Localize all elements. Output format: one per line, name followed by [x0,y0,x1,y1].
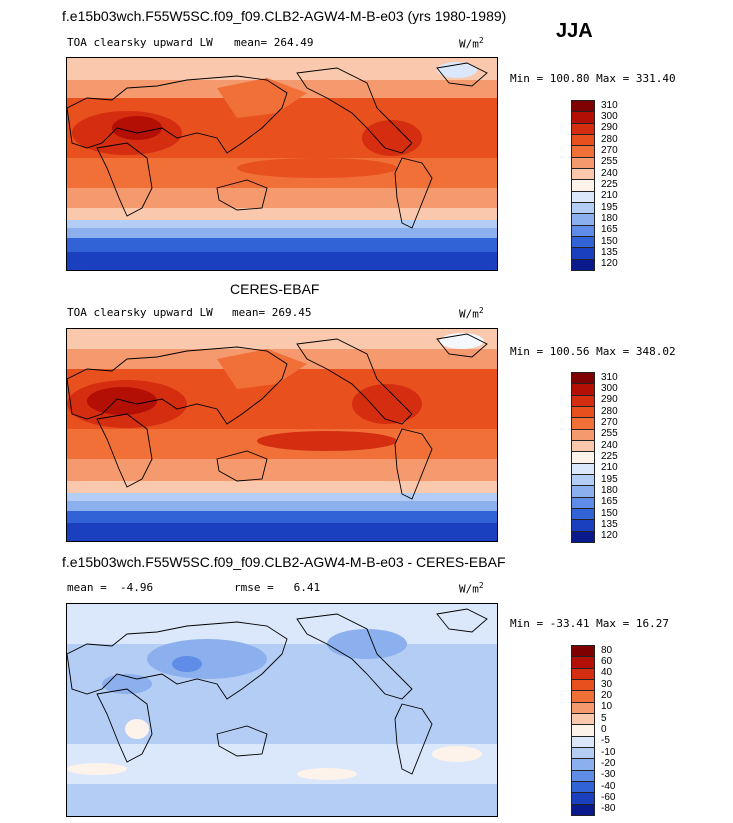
panel2-map [66,328,498,542]
panel3-minmax: Min = -33.41 Max = 16.27 [510,617,669,630]
panel1-map [66,57,498,271]
colorbar-label: 270 [601,417,618,428]
panel1-title: f.e15b03wch.F55W5SC.f09_f09.CLB2-AGW4-M-… [62,8,507,24]
colorbar-label: 165 [601,496,618,508]
colorbar-label: 210 [601,190,618,202]
colorbar-label: 135 [601,247,618,258]
colorbar-label: 30 [601,678,613,690]
panel2-mean-label: mean= [232,306,266,319]
colorbar-label: 255 [601,156,618,168]
panel2-mean-value: 269.45 [271,306,312,319]
panel3-units-sup: 2 [478,581,484,590]
colorbar-label: -60 [601,792,616,803]
colorbar-label: 310 [601,99,618,111]
colorbar-label: 135 [601,519,618,530]
colorbar-label: 0 [601,724,607,735]
panel2-units-sup: 2 [478,306,484,315]
colorbar-swatch [571,530,595,543]
colorbar-label: 310 [601,371,618,383]
panel2-map-svg [67,329,497,541]
panel1-minmax: Min = 100.80 Max = 331.40 [510,72,676,85]
colorbar-label: 120 [601,258,618,270]
panel1-colorbar: 310 300 290 280 270 255 240 225 210 195 180 165 150 1… [571,99,641,271]
panel1-mean: mean= 264.49 [234,36,314,49]
colorbar-label: 20 [601,690,613,701]
panel1-variable: TOA clearsky upward LW [67,36,213,49]
colorbar-label: 10 [601,701,613,713]
panel3-colorbar: 80 60 40 30 20 10 5 0 -5 -10 -20 -30 -40 -60 -80 [571,644,641,816]
colorbar-label: 195 [601,473,618,485]
colorbar-label: 40 [601,667,613,679]
panel1-mean-value: 264.49 [273,36,314,49]
colorbar-label: 60 [601,656,613,667]
panel3-rmse: rmse = 6.41 [234,581,320,594]
colorbar-label: 240 [601,439,618,451]
colorbar-label: 180 [601,213,618,224]
panel3-map [66,603,498,817]
panel3-map-svg [67,604,497,816]
colorbar-label: 150 [601,507,618,519]
colorbar-swatch [571,258,595,271]
panel2-variable: TOA clearsky upward LW [67,306,213,319]
colorbar-label: 290 [601,394,618,406]
colorbar-label: -20 [601,758,616,769]
panel2-title: CERES-EBAF [230,281,320,297]
colorbar-label: 290 [601,122,618,134]
panel3-mean-label: mean = [67,581,107,594]
colorbar-label: 150 [601,235,618,247]
colorbar-label: 240 [601,167,618,179]
colorbar-label: 280 [601,133,618,145]
panel3-units: W/m2 [459,581,484,596]
colorbar-label: 270 [601,145,618,156]
panel2-mean: mean= 269.45 [232,306,312,319]
colorbar-label: 165 [601,224,618,236]
panel1-units-sup: 2 [478,36,484,45]
colorbar-label: 120 [601,530,618,542]
panel3-units-label: W/m [459,582,479,596]
panel1-units-label: W/m [459,37,479,51]
colorbar-label: 225 [601,451,618,462]
panel2-colorbar: 310 300 290 280 270 255 240 225 210 195 180 165 150 1… [571,371,641,543]
panel3-title: f.e15b03wch.F55W5SC.f09_f09.CLB2-AGW4-M-… [62,554,506,570]
colorbar-label: -30 [601,769,616,781]
colorbar-label: -5 [601,735,610,747]
colorbar-label: 195 [601,201,618,213]
colorbar-label: 300 [601,111,618,122]
colorbar-label: -10 [601,746,616,758]
colorbar-label: -40 [601,780,616,792]
season-label: JJA [556,20,593,42]
panel1-units: W/m2 [459,36,484,51]
panel3-rmse-label: rmse = [234,581,274,594]
colorbar-label: 280 [601,405,618,417]
panel3-mean: mean = -4.96 [67,581,153,594]
colorbar-label: 5 [601,712,607,724]
panel1-map-svg [67,58,497,270]
colorbar-label: 180 [601,485,618,496]
colorbar-label: -80 [601,803,616,815]
panel1-mean-label: mean= [234,36,268,49]
colorbar-label: 210 [601,462,618,474]
panel2-units-label: W/m [459,307,479,321]
panel3-rmse-value: 6.41 [293,581,321,594]
colorbar-label: 225 [601,179,618,190]
colorbar-label: 80 [601,644,613,656]
colorbar-label: 300 [601,383,618,394]
colorbar-swatch [571,803,595,816]
panel3-mean-value: -4.96 [120,581,154,594]
panel2-minmax: Min = 100.56 Max = 348.02 [510,345,676,358]
colorbar-label: 255 [601,428,618,440]
panel2-units: W/m2 [459,306,484,321]
